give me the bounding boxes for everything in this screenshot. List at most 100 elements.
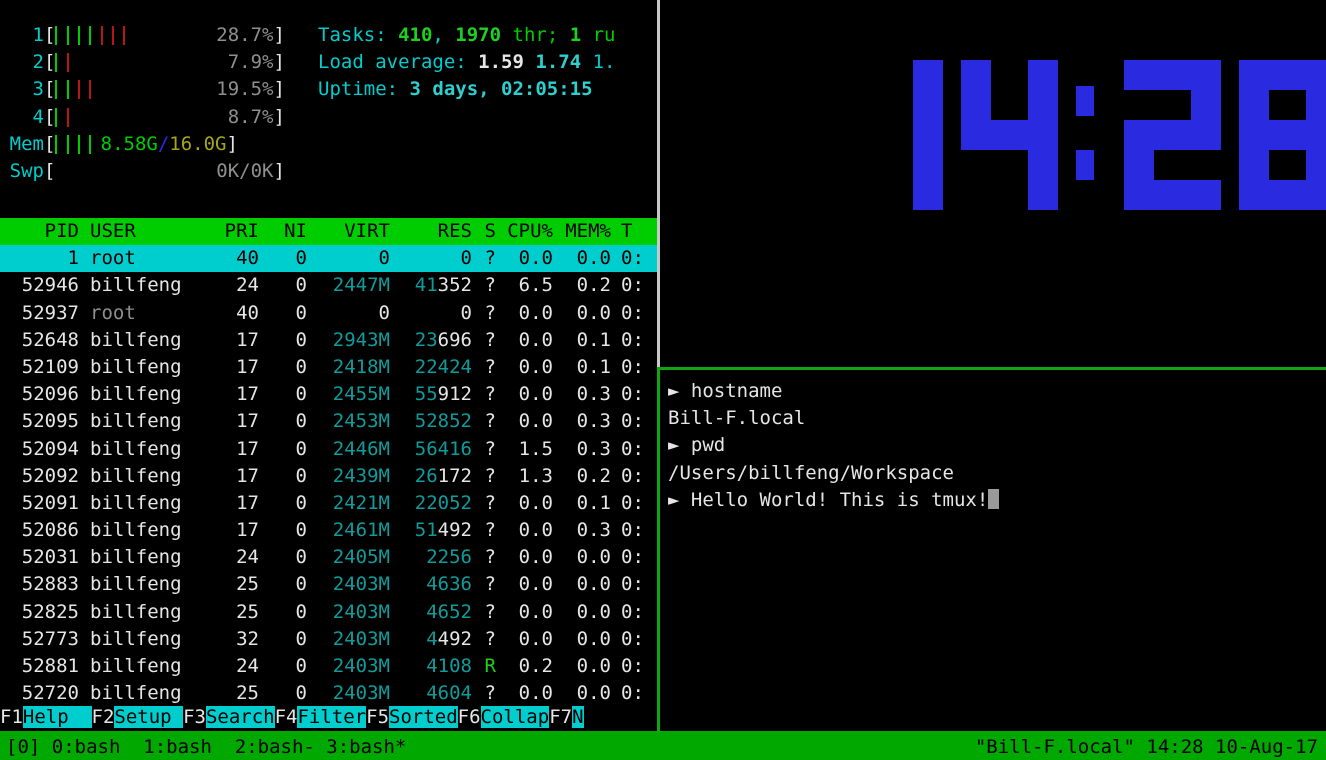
cell-pri: 17 xyxy=(236,437,259,460)
clock-pane[interactable] xyxy=(660,0,1326,367)
fkey-label-f7[interactable]: N xyxy=(572,706,584,728)
cell-ni: 0 xyxy=(295,328,307,351)
fkey-label-f6[interactable]: Collap xyxy=(480,706,550,728)
cell-res: 51492 xyxy=(390,517,472,544)
fkey-label-f3[interactable]: Search xyxy=(205,706,275,728)
cell-res-minor: 0 xyxy=(460,301,472,324)
column-header-mem[interactable]: MEM% xyxy=(565,220,611,242)
table-row[interactable]: 1 root 40 0 0 0? 0.0 0.0 0: xyxy=(0,245,657,273)
cell-user: billfeng xyxy=(90,437,182,460)
table-row[interactable]: 52883 billfeng 25 0 2403M 4636? 0.0 0.0 0: xyxy=(0,571,657,598)
column-header-virt[interactable]: VIRT xyxy=(344,220,390,242)
pane-divider-vertical-active[interactable] xyxy=(657,367,660,731)
table-row[interactable]: 52091 billfeng 17 0 2421M 22052? 0.0 0.1 0: xyxy=(0,490,657,517)
function-key-bar[interactable]: F1Help F2Setup F3SearchF4FilterF5SortedF… xyxy=(0,704,657,731)
cell-cpu-percent: 0.0 xyxy=(518,519,553,542)
cell-user: billfeng xyxy=(90,600,182,623)
pane-divider-horizontal-active[interactable] xyxy=(660,367,1326,370)
shell-pane[interactable]: ► hostname Bill-F.local ► pwd/Users/billfe… xyxy=(660,370,1326,731)
cell-virt: 0 xyxy=(378,301,390,324)
cell-cpu-percent: 0.0 xyxy=(518,410,553,433)
table-row[interactable]: 52031 billfeng 24 0 2405M 2256? 0.0 0.0 0: xyxy=(0,544,657,571)
process-table[interactable]: PID USER PRI NI VIRT RES S CPU% MEM% T 1 root 40 0 0 0?… xyxy=(0,218,657,707)
meter-bar-green xyxy=(55,107,58,127)
cell-res-major: 4108 xyxy=(426,655,472,677)
cell-user: billfeng xyxy=(90,627,182,650)
column-header-time[interactable]: T xyxy=(621,220,633,242)
meter-bar-green xyxy=(55,53,58,73)
column-header-s[interactable]: S xyxy=(484,220,496,242)
fkey-label-f1[interactable]: Help xyxy=(22,706,92,728)
table-row[interactable]: 52094 billfeng 17 0 2446M 56416? 1.5 0.3 0: xyxy=(0,436,657,463)
cell-cpu-percent: 0.0 xyxy=(518,600,553,623)
table-row[interactable]: 52720 billfeng 25 0 2403M 4604? 0.0 0.0 0: xyxy=(0,680,657,707)
meter-bar-green xyxy=(89,26,92,45)
clock-digit-3 xyxy=(1124,60,1221,210)
table-row[interactable]: 52096 billfeng 17 0 2455M 55912? 0.0 0.3 0: xyxy=(0,381,657,408)
tmux-status-bar[interactable]: [0] 0:bash 1:bash 2:bash- 3:bash* "Bill-… xyxy=(0,731,1326,760)
cell-res: 23696 xyxy=(390,327,472,354)
fkey-label-f5[interactable]: Sorted xyxy=(389,706,458,728)
clock-colon-dot xyxy=(1076,86,1094,116)
column-header-pid[interactable]: PID xyxy=(44,220,79,242)
load-1min: 1.59 xyxy=(478,51,524,74)
cpu-meter-4: 4[8.7%] xyxy=(0,104,657,131)
cpu-meter-percent: 7.9% xyxy=(227,51,274,74)
fkey-number-f3[interactable]: F3 xyxy=(183,706,206,728)
meter-bar-green xyxy=(78,134,81,154)
cell-state: ? xyxy=(484,410,496,433)
cell-virt: 2403M xyxy=(332,627,390,650)
cell-time: 0: xyxy=(621,410,644,433)
fkey-number-f5[interactable]: F5 xyxy=(366,706,390,728)
load-15min: 1. xyxy=(592,51,616,74)
table-row[interactable]: 52881 billfeng 24 0 2403M 4108 R 0.2 0.0 0: xyxy=(0,653,657,680)
fkey-number-f1[interactable]: F1 xyxy=(0,706,23,728)
fkey-number-f2[interactable]: F2 xyxy=(91,706,115,728)
htop-pane[interactable]: 1[28.7%] 2[7.9%] 3[19.5%] 4[8.7%] Mem[8.58G/… xyxy=(0,0,657,731)
cell-virt: 2403M xyxy=(332,573,390,596)
table-row[interactable]: 52109 billfeng 17 0 2418M 22424? 0.0 0.1 0: xyxy=(0,354,657,381)
cell-pri: 40 xyxy=(236,247,259,270)
cell-cpu-percent: 0.0 xyxy=(518,682,553,705)
table-row[interactable]: 52946 billfeng 24 0 2447M 41352? 6.5 0.2 0: xyxy=(0,272,657,299)
pane-divider-vertical-inactive[interactable] xyxy=(657,0,660,367)
cell-res: 4604 xyxy=(390,680,472,707)
cell-pri: 17 xyxy=(236,328,259,351)
fkey-number-f7[interactable]: F7 xyxy=(549,706,573,728)
fkey-label-f4[interactable]: Filter xyxy=(297,706,367,728)
cell-mem-percent: 0.3 xyxy=(576,519,611,542)
table-row[interactable]: 52086 billfeng 17 0 2461M 51492? 0.0 0.3 0: xyxy=(0,517,657,544)
table-row[interactable]: 52095 billfeng 17 0 2453M 52852? 0.0 0.3 0: xyxy=(0,408,657,435)
cell-res: 52852 xyxy=(390,408,472,435)
table-row[interactable]: 52937 root 40 0 0 0? 0.0 0.0 0: xyxy=(0,300,657,327)
tmux-window-list[interactable]: [0] 0:bash 1:bash 2:bash- 3:bash* xyxy=(6,736,407,758)
swap-value: 0K/0K xyxy=(216,159,274,182)
table-row[interactable]: 52648 billfeng 17 0 2943M 23696? 0.0 0.1 0: xyxy=(0,327,657,354)
fkey-label-f2[interactable]: Setup xyxy=(114,706,184,728)
meter-bar-green xyxy=(66,26,69,45)
cell-time: 0: xyxy=(621,546,644,569)
meter-bar-green xyxy=(66,134,69,154)
cell-mem-percent: 0.3 xyxy=(576,410,611,433)
bracket-close-icon: ] xyxy=(273,51,285,74)
fkey-number-f4[interactable]: F4 xyxy=(274,706,298,728)
column-header-cpu[interactable]: CPU% xyxy=(507,220,553,242)
column-header-res[interactable]: RES xyxy=(437,220,472,242)
cell-state: ? xyxy=(484,247,496,270)
cell-virt: 2403M xyxy=(332,682,390,705)
table-row[interactable]: 52092 billfeng 17 0 2439M 26172? 1.3 0.2 0: xyxy=(0,463,657,490)
cell-user: billfeng xyxy=(90,682,182,705)
cell-state: ? xyxy=(484,437,496,460)
column-header-user[interactable]: USER xyxy=(90,220,136,242)
cell-state: ? xyxy=(484,274,496,297)
meter-bar-red xyxy=(111,26,114,45)
prompt-arrow-icon: ► xyxy=(668,434,691,457)
table-row[interactable]: 52773 billfeng 32 0 2403M 4492? 0.0 0.0 0: xyxy=(0,626,657,653)
cpu-meter-2: 2[7.9%] xyxy=(0,49,657,76)
column-header-pri[interactable]: PRI xyxy=(224,220,259,242)
table-row[interactable]: 52825 billfeng 25 0 2403M 4652? 0.0 0.0 0: xyxy=(0,599,657,626)
column-header-ni[interactable]: NI xyxy=(284,220,307,242)
table-header-row: PID USER PRI NI VIRT RES S CPU% MEM% T xyxy=(0,218,657,246)
fkey-number-f6[interactable]: F6 xyxy=(457,706,481,728)
cell-pri: 25 xyxy=(236,682,259,705)
